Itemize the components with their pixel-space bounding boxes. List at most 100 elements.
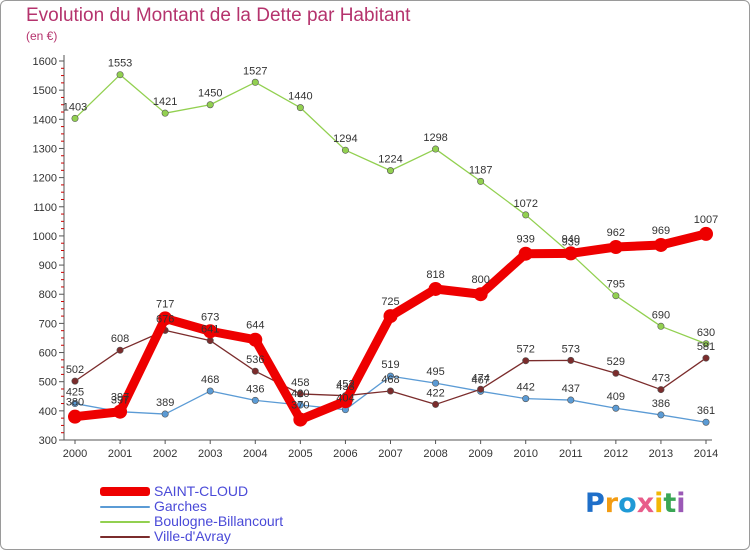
data-point-boulogne-billancourt <box>116 71 124 79</box>
data-label-garches: 436 <box>246 383 264 395</box>
data-label-garches: 361 <box>697 405 715 417</box>
legend-item: SAINT-CLOUD <box>100 484 283 499</box>
data-point-saint-cloud <box>699 226 713 241</box>
x-tick-label: 2011 <box>559 448 583 460</box>
data-point-ville-d-avray <box>477 385 485 393</box>
legend-swatch <box>100 535 150 538</box>
y-tick-label: 1200 <box>33 173 57 185</box>
data-point-ville-d-avray <box>296 390 304 398</box>
data-point-boulogne-billancourt <box>612 292 620 300</box>
legend-swatch <box>100 520 150 523</box>
data-point-ville-d-avray <box>251 367 259 375</box>
data-label-boulogne-billancourt: 630 <box>697 327 715 339</box>
data-label-saint-cloud: 380 <box>66 397 84 409</box>
legend-label: Garches <box>154 498 207 514</box>
data-point-saint-cloud <box>203 324 218 339</box>
x-tick-label: 2002 <box>153 448 177 460</box>
data-point-ville-d-avray <box>71 377 79 385</box>
data-label-garches: 386 <box>652 398 670 410</box>
data-label-saint-cloud: 1007 <box>694 214 718 226</box>
data-label-ville-d-avray: 458 <box>291 377 309 389</box>
data-label-saint-cloud: 717 <box>156 298 174 310</box>
data-label-ville-d-avray: 573 <box>562 343 580 355</box>
data-point-boulogne-billancourt <box>702 340 710 348</box>
data-label-garches: 437 <box>562 383 580 395</box>
data-label-boulogne-billancourt: 1298 <box>423 132 447 144</box>
data-point-saint-cloud <box>68 409 82 424</box>
data-point-saint-cloud <box>158 311 173 326</box>
data-point-ville-d-avray <box>657 386 665 394</box>
x-tick-label: 2003 <box>198 448 222 460</box>
data-label-saint-cloud: 433 <box>336 381 354 393</box>
y-tick-label: 1600 <box>33 56 57 68</box>
proxiti-logo: Proxiti <box>585 488 686 519</box>
data-label-garches: 519 <box>381 359 399 371</box>
data-label-boulogne-billancourt: 1450 <box>198 88 222 100</box>
data-label-boulogne-billancourt: 1187 <box>469 164 493 176</box>
data-point-garches <box>702 418 710 426</box>
data-label-saint-cloud: 370 <box>291 400 309 412</box>
data-label-garches: 468 <box>201 374 219 386</box>
data-point-ville-d-avray <box>206 337 214 345</box>
y-tick-label: 600 <box>39 348 57 360</box>
data-label-saint-cloud: 969 <box>652 225 670 237</box>
data-point-garches <box>612 404 620 412</box>
data-label-saint-cloud: 800 <box>471 274 489 286</box>
data-point-ville-d-avray <box>567 356 575 364</box>
data-point-garches <box>71 400 79 408</box>
data-point-garches <box>522 395 530 403</box>
data-point-saint-cloud <box>293 412 308 427</box>
data-point-saint-cloud <box>563 246 578 261</box>
y-tick-label: 1500 <box>33 85 57 97</box>
data-point-boulogne-billancourt <box>341 146 349 154</box>
data-point-boulogne-billancourt <box>477 177 485 185</box>
data-point-ville-d-avray <box>612 369 620 377</box>
x-tick-label: 2001 <box>108 448 132 460</box>
data-point-saint-cloud <box>113 404 128 419</box>
data-label-saint-cloud: 818 <box>426 269 444 281</box>
data-label-ville-d-avray: 422 <box>426 387 444 399</box>
chart-subtitle: (en €) <box>26 29 58 43</box>
chart-title: Evolution du Montant de la Dette par Hab… <box>26 5 411 26</box>
data-label-ville-d-avray: 474 <box>471 372 489 384</box>
data-label-boulogne-billancourt: 1440 <box>288 91 312 103</box>
data-label-ville-d-avray: 529 <box>607 356 625 368</box>
chart-legend: SAINT-CLOUD Garches Boulogne-Billancourt Vi… <box>100 484 283 544</box>
y-tick-label: 900 <box>39 260 57 272</box>
x-tick-label: 2007 <box>378 448 402 460</box>
y-tick-label: 1400 <box>33 114 57 126</box>
data-label-garches: 495 <box>426 366 444 378</box>
legend-label: Boulogne-Billancourt <box>154 513 284 529</box>
data-label-saint-cloud: 397 <box>111 392 129 404</box>
data-point-garches <box>657 411 665 419</box>
data-point-boulogne-billancourt <box>432 145 440 153</box>
y-tick-label: 400 <box>39 406 57 418</box>
logo-letter: t <box>663 488 677 519</box>
data-label-ville-d-avray: 572 <box>517 344 535 356</box>
legend-label: SAINT-CLOUD <box>154 483 249 499</box>
y-tick-label: 1300 <box>33 143 57 155</box>
legend-label: Ville-d'Avray <box>154 528 231 544</box>
logo-letter: i <box>676 488 686 519</box>
logo-letter: x <box>636 488 655 519</box>
logo-letter: o <box>618 488 637 519</box>
data-label-boulogne-billancourt: 1403 <box>63 101 87 113</box>
data-point-garches <box>432 379 440 387</box>
data-label-boulogne-billancourt: 1224 <box>378 154 402 166</box>
data-point-ville-d-avray <box>702 354 710 362</box>
data-label-saint-cloud: 673 <box>201 311 219 323</box>
data-point-garches <box>386 372 394 380</box>
data-point-boulogne-billancourt <box>161 109 169 117</box>
data-point-garches <box>567 396 575 404</box>
data-label-boulogne-billancourt: 690 <box>652 309 670 321</box>
data-point-garches <box>251 396 259 404</box>
x-tick-label: 2012 <box>604 448 628 460</box>
data-label-garches: 420 <box>291 388 309 400</box>
data-label-saint-cloud: 962 <box>607 227 625 239</box>
data-label-saint-cloud: 939 <box>517 234 535 246</box>
data-label-boulogne-billancourt: 1294 <box>333 133 357 145</box>
legend-swatch <box>100 487 150 496</box>
y-tick-label: 300 <box>39 435 57 447</box>
y-tick-label: 1000 <box>33 231 57 243</box>
